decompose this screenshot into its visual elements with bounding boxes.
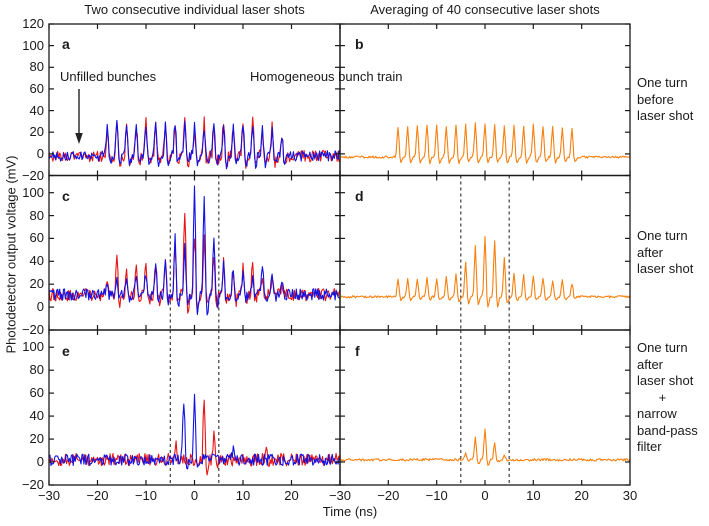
x-tick-label: 10	[235, 488, 251, 503]
y-tick-label: 60	[29, 80, 44, 96]
y-tick-label: −20	[21, 322, 44, 337]
panel-letter-b: b	[355, 36, 364, 52]
x-tick-label: 0	[481, 488, 489, 503]
trace-c-blue	[48, 185, 341, 316]
column-title-right: Averaging of 40 consecutive laser shots	[370, 2, 600, 17]
x-tick-label: −30	[37, 488, 61, 503]
trace-c-red	[48, 212, 341, 314]
x-tick-label: −20	[377, 488, 400, 503]
y-tick-label: 60	[29, 385, 44, 401]
y-tick-label: 80	[29, 59, 44, 75]
unfilled-bunches-arrowhead	[75, 133, 83, 144]
panel-frame-d	[339, 174, 631, 331]
x-tick-label: 0	[190, 488, 199, 503]
y-tick-label: −20	[21, 167, 44, 183]
panel-letter-f: f	[355, 343, 360, 359]
row-label-one-turn-before: One turn before laser shot	[637, 75, 694, 123]
panel-frame-f	[339, 329, 631, 486]
column-title-left: Two consecutive individual laser shots	[84, 2, 305, 17]
x-tick-label: −10	[425, 488, 448, 503]
trace-b-orange	[339, 122, 631, 165]
x-tick-label: 20	[574, 488, 589, 503]
x-tick-label: 10	[526, 488, 541, 503]
y-tick-label: 100	[22, 339, 44, 355]
x-tick-label: −10	[134, 488, 158, 503]
trace-e-blue	[48, 393, 341, 470]
y-tick-label: 20	[29, 124, 44, 140]
y-tick-label: 100	[22, 184, 44, 200]
row-label-one-turn-after: One turn after laser shot	[637, 228, 694, 276]
x-axis-label: Time (ns)	[322, 504, 378, 519]
y-tick-label: 80	[29, 207, 44, 223]
y-tick-label: 20	[29, 276, 44, 292]
y-tick-label: 100	[22, 37, 44, 53]
y-tick-label: −20	[21, 477, 44, 492]
y-tick-label: 120	[22, 16, 44, 31]
y-tick-label: 0	[36, 299, 44, 315]
annotation-homogeneous-bunch-train: Homogeneous bunch train	[250, 69, 403, 84]
x-tick-label: 30	[622, 488, 638, 503]
x-tick-label: −20	[86, 488, 109, 503]
y-tick-label: 20	[29, 431, 44, 447]
panel-letter-a: a	[62, 36, 70, 52]
y-tick-label: 60	[29, 230, 44, 246]
y-tick-label: 0	[36, 454, 44, 470]
row-label-one-turn-after-filter: One turn after laser shot + narrow band-…	[637, 340, 698, 454]
panel-letter-c: c	[62, 188, 70, 204]
x-tick-label: 20	[284, 488, 299, 503]
y-tick-label: 40	[29, 102, 44, 118]
trace-d-orange	[339, 235, 631, 308]
panel-letter-e: e	[62, 343, 70, 359]
trace-f-orange	[339, 428, 631, 466]
y-tick-label: 80	[29, 362, 44, 378]
trace-e-red	[48, 399, 341, 476]
y-tick-label: 40	[29, 253, 44, 269]
trace-a-blue	[48, 119, 341, 170]
y-tick-label: 0	[36, 145, 44, 161]
annotation-unfilled-bunches: Unfilled bunches	[60, 69, 157, 84]
panel-frame-b	[339, 23, 631, 177]
y-tick-label: 40	[29, 408, 44, 424]
panel-letter-d: d	[355, 188, 364, 204]
x-tick-label: −30	[328, 488, 352, 503]
